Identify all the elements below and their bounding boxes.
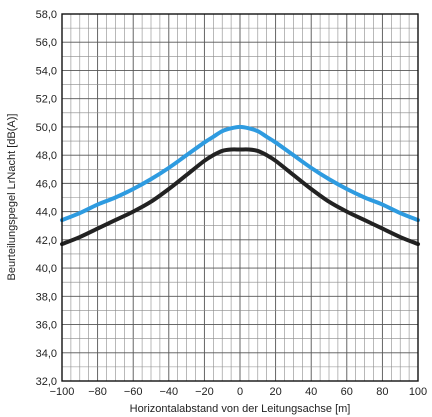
plot-frame: [61, 13, 419, 382]
grid: [61, 13, 419, 382]
x-tick-label: 100: [409, 386, 427, 398]
y-axis-ticks: 32,0 34,0 36,0 38,0 40,0 42,0 44,0 46,0 48,0 50,0…: [36, 9, 57, 388]
x-tick-label: −80: [88, 386, 107, 398]
y-tick-label: 50,0: [36, 122, 57, 134]
x-axis-title: Horizontalabstand von der Leitungsachse …: [130, 403, 351, 415]
y-tick-label: 48,0: [36, 150, 57, 162]
y-tick-label: 44,0: [36, 207, 57, 219]
x-tick-label: 20: [269, 386, 281, 398]
y-tick-label: 32,0: [36, 376, 57, 388]
x-tick-label: −100: [50, 386, 75, 398]
x-tick-label: 40: [305, 386, 317, 398]
x-tick-label: −40: [159, 386, 178, 398]
series-line-2: [60, 147, 420, 247]
y-tick-label: 54,0: [36, 65, 57, 77]
y-tick-label: 42,0: [36, 235, 57, 247]
y-tick-label: 58,0: [36, 9, 57, 21]
x-tick-label: −20: [195, 386, 214, 398]
y-axis-title: Beurteilungspegel LrNacht [dB(A)]: [6, 114, 18, 281]
y-tick-label: 38,0: [36, 291, 57, 303]
x-tick-label: 60: [341, 386, 353, 398]
y-tick-label: 40,0: [36, 263, 57, 275]
y-tick-label: 34,0: [36, 348, 57, 360]
series-group: [60, 124, 420, 247]
y-tick-label: 46,0: [36, 178, 57, 190]
y-tick-label: 56,0: [36, 37, 57, 49]
y-tick-label: 36,0: [36, 320, 57, 332]
x-tick-label: 0: [237, 386, 243, 398]
x-tick-label: 80: [376, 386, 388, 398]
x-tick-label: −60: [124, 386, 143, 398]
series-line-1: [60, 124, 420, 223]
x-axis-ticks: −100 −80 −60 −40 −20 0 20 40 60 80 100: [50, 386, 428, 398]
y-tick-label: 52,0: [36, 94, 57, 106]
